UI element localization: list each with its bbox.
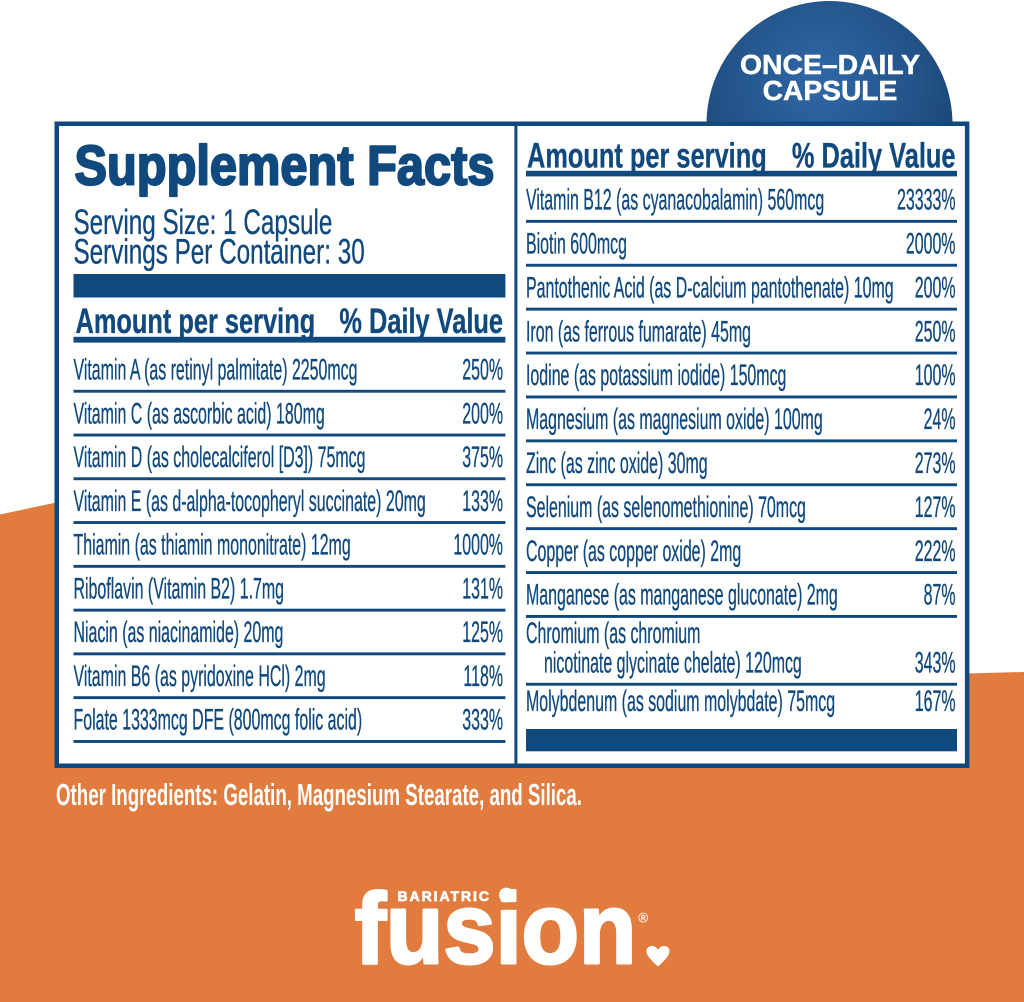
- svg-text:Iron (as ferrous fumarate) 45m: Iron (as ferrous fumarate) 45mg: [526, 315, 751, 348]
- svg-text:133%: 133%: [462, 485, 503, 518]
- svg-text:Supplement Facts: Supplement Facts: [75, 134, 495, 197]
- svg-text:Riboflavin (Vitamin B2) 1.7mg: Riboflavin (Vitamin B2) 1.7mg: [74, 572, 285, 605]
- svg-text:Molybdenum (as sodium molybdat: Molybdenum (as sodium molybdate) 75mcg: [526, 685, 835, 718]
- svg-text:CAPSULE: CAPSULE: [763, 75, 898, 106]
- svg-text:2000%: 2000%: [906, 228, 956, 261]
- svg-text:Chromium (as chromium: Chromium (as chromium: [526, 617, 700, 650]
- svg-text:200%: 200%: [462, 397, 503, 430]
- svg-text:Serving Size: 1 Capsule: Serving Size: 1 Capsule: [74, 203, 333, 242]
- svg-text:87%: 87%: [924, 579, 956, 612]
- svg-text:Vitamin D (as cholecalciferol: Vitamin D (as cholecalciferol [D3]) 75mc…: [74, 441, 366, 474]
- svg-text:Amount per serving: Amount per serving: [527, 136, 767, 175]
- svg-text:24%: 24%: [924, 403, 956, 436]
- svg-text:333%: 333%: [462, 704, 503, 737]
- svg-text:Pantothenic Acid (as D-calcium: Pantothenic Acid (as D-calcium pantothen…: [526, 271, 894, 304]
- svg-text:% Daily Value: % Daily Value: [339, 302, 503, 341]
- svg-text:167%: 167%: [915, 685, 956, 718]
- svg-text:222%: 222%: [915, 535, 956, 568]
- svg-text:®: ®: [638, 910, 648, 925]
- svg-text:375%: 375%: [462, 441, 503, 474]
- svg-text:Vitamin E (as d-alpha-tocopher: Vitamin E (as d-alpha-tocopheryl succina…: [74, 485, 426, 518]
- svg-text:Biotin 600mcg: Biotin 600mcg: [526, 228, 627, 261]
- svg-text:100%: 100%: [915, 359, 956, 392]
- svg-text:nicotinate glycinate chelate): nicotinate glycinate chelate) 120mcg: [544, 647, 802, 680]
- svg-text:Vitamin C (as ascorbic acid) 1: Vitamin C (as ascorbic acid) 180mg: [74, 397, 325, 430]
- svg-text:Vitamin B12 (as cyanacobalamin: Vitamin B12 (as cyanacobalamin) 560mcg: [526, 184, 824, 217]
- svg-text:ONCE–DAILY: ONCE–DAILY: [740, 49, 920, 80]
- svg-text:118%: 118%: [463, 660, 503, 693]
- svg-text:200%: 200%: [915, 271, 956, 304]
- svg-text:Manganese (as manganese glucon: Manganese (as manganese gluconate) 2mg: [526, 579, 838, 612]
- svg-text:250%: 250%: [462, 354, 503, 387]
- svg-text:Zinc (as zinc oxide) 30mg: Zinc (as zinc oxide) 30mg: [526, 447, 708, 480]
- svg-text:% Daily Value: % Daily Value: [792, 136, 956, 175]
- svg-text:Vitamin A (as retinyl palmitat: Vitamin A (as retinyl palmitate) 2250mcg: [74, 354, 358, 387]
- svg-text:Magnesium (as magnesium oxide): Magnesium (as magnesium oxide) 100mg: [526, 403, 823, 436]
- svg-text:Thiamin (as thiamin mononitrat: Thiamin (as thiamin mononitrate) 12mg: [74, 529, 351, 562]
- svg-text:131%: 131%: [462, 572, 503, 605]
- svg-text:Amount per serving: Amount per serving: [76, 302, 316, 341]
- svg-text:125%: 125%: [462, 616, 503, 649]
- svg-text:23333%: 23333%: [897, 184, 956, 217]
- svg-text:127%: 127%: [915, 491, 956, 524]
- svg-text:fusion: fusion: [355, 873, 637, 985]
- svg-text:1000%: 1000%: [453, 529, 503, 562]
- svg-text:Other Ingredients: Gelatin, Ma: Other Ingredients: Gelatin, Magnesium St…: [56, 777, 582, 812]
- svg-text:Selenium (as selenomethionine): Selenium (as selenomethionine) 70mcg: [526, 491, 806, 524]
- svg-text:250%: 250%: [915, 315, 956, 348]
- svg-text:Copper (as copper oxide) 2mg: Copper (as copper oxide) 2mg: [526, 535, 741, 568]
- svg-text:Vitamin B6 (as pyridoxine HCl): Vitamin B6 (as pyridoxine HCl) 2mg: [74, 660, 326, 693]
- svg-text:Servings Per Container: 30: Servings Per Container: 30: [74, 232, 365, 271]
- svg-text:343%: 343%: [915, 647, 956, 680]
- svg-text:Folate 1333mcg DFE (800mcg fol: Folate 1333mcg DFE (800mcg folic acid): [74, 704, 363, 737]
- svg-text:Niacin (as niacinamide) 20mg: Niacin (as niacinamide) 20mg: [74, 616, 284, 649]
- svg-text:Iodine (as potassium iodide) 1: Iodine (as potassium iodide) 150mcg: [526, 359, 786, 392]
- svg-text:273%: 273%: [915, 447, 956, 480]
